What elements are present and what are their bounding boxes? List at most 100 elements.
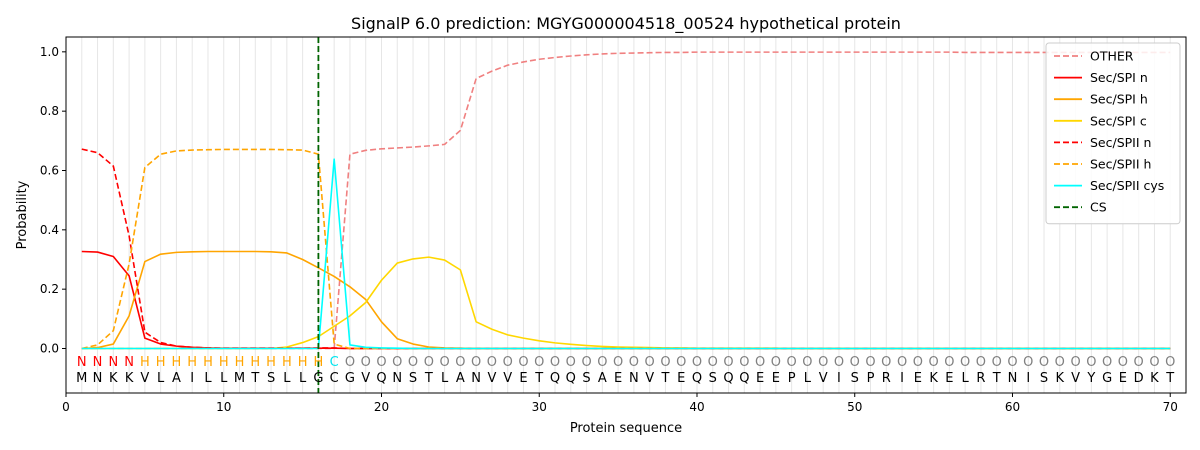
region-label: C bbox=[330, 355, 339, 370]
grid-layer bbox=[81, 37, 1171, 393]
region-label: O bbox=[1086, 355, 1096, 370]
series-line-sec-spi-c bbox=[81, 256, 1171, 350]
region-label: H bbox=[266, 355, 276, 370]
region-label: O bbox=[850, 355, 860, 370]
sequence-letter: S bbox=[1040, 371, 1048, 386]
plot-frame bbox=[65, 36, 1187, 394]
region-label: O bbox=[439, 355, 449, 370]
sequence-letter: L bbox=[283, 371, 291, 386]
sequence-letter: S bbox=[851, 371, 859, 386]
y-tick-label: 0.2 bbox=[40, 282, 59, 296]
region-label: H bbox=[219, 355, 229, 370]
series-line-other bbox=[81, 51, 1171, 350]
sequence-letter: G bbox=[313, 371, 323, 386]
region-label: N bbox=[124, 355, 134, 370]
legend-entry: Sec/SPII n bbox=[1090, 135, 1151, 150]
sequence-letter: C bbox=[330, 371, 339, 386]
sequence-letter: M bbox=[234, 371, 245, 386]
sequence-letter: A bbox=[172, 371, 181, 386]
sequence-letter: V bbox=[361, 371, 370, 386]
sequence-letter: N bbox=[392, 371, 402, 386]
sequence-letter: A bbox=[598, 371, 607, 386]
sequence-letter: E bbox=[614, 371, 622, 386]
region-label: O bbox=[787, 355, 797, 370]
x-tick-label: 10 bbox=[216, 400, 231, 414]
region-label: O bbox=[1102, 355, 1112, 370]
sequence-letter: Q bbox=[723, 371, 733, 386]
y-tick-label: 1.0 bbox=[40, 45, 59, 59]
sequence-letter: T bbox=[1165, 371, 1174, 386]
sequence-letter: T bbox=[250, 371, 259, 386]
sequence-letter: S bbox=[409, 371, 417, 386]
region-label: O bbox=[550, 355, 560, 370]
chart-title: SignalP 6.0 prediction: MGYG000004518_00… bbox=[351, 14, 901, 34]
region-label: O bbox=[534, 355, 544, 370]
x-axis-label: Protein sequence bbox=[570, 421, 682, 436]
sequence-letter: E bbox=[772, 371, 780, 386]
x-tick-label: 30 bbox=[532, 400, 547, 414]
legend-entry: Sec/SPI h bbox=[1090, 92, 1148, 107]
sequence-letter: V bbox=[645, 371, 654, 386]
region-label: O bbox=[518, 355, 528, 370]
sequence-letter: I bbox=[900, 371, 904, 386]
x-tick-label: 0 bbox=[62, 400, 70, 414]
y-axis-label: Probability bbox=[15, 180, 30, 249]
sequence-letter: I bbox=[837, 371, 841, 386]
region-label: O bbox=[345, 355, 355, 370]
axis-layer: 0 10 20 30 40 50 60 70 0.0 0.2 0.4 0.6 0.8 1.0 bbox=[40, 45, 1178, 414]
sequence-letter: V bbox=[487, 371, 496, 386]
x-tick-label: 40 bbox=[689, 400, 704, 414]
sequence-letter: R bbox=[882, 371, 891, 386]
x-tick-label: 60 bbox=[1005, 400, 1020, 414]
region-label: O bbox=[471, 355, 481, 370]
sequence-letter: S bbox=[267, 371, 275, 386]
region-label: O bbox=[660, 355, 670, 370]
series-line-sec-spi-n bbox=[81, 250, 1171, 350]
region-label: O bbox=[581, 355, 591, 370]
sequence-letter: K bbox=[109, 371, 118, 386]
region-label: O bbox=[645, 355, 655, 370]
sequence-letter: K bbox=[1056, 371, 1065, 386]
sequence-letter: A bbox=[456, 371, 465, 386]
region-label: O bbox=[408, 355, 418, 370]
sequence-letter: N bbox=[471, 371, 481, 386]
region-label: O bbox=[1134, 355, 1144, 370]
sequence-letter: L bbox=[441, 371, 449, 386]
y-tick-label: 0.0 bbox=[40, 342, 59, 356]
region-label: O bbox=[1055, 355, 1065, 370]
region-label: O bbox=[865, 355, 875, 370]
sequence-layer: NMNNNKNKHVHLHAHIHLHLHMHTHSHLHLHGCCOGOVOQ… bbox=[76, 355, 1175, 386]
region-label: H bbox=[314, 355, 324, 370]
sequence-letter: L bbox=[962, 371, 970, 386]
region-label: O bbox=[771, 355, 781, 370]
region-label: H bbox=[187, 355, 197, 370]
region-label: O bbox=[424, 355, 434, 370]
sequence-letter: Q bbox=[739, 371, 749, 386]
legend: OTHER Sec/SPI n Sec/SPI h Sec/SPI c Sec/SPII… bbox=[1045, 42, 1181, 225]
sequence-letter: Y bbox=[1086, 371, 1095, 386]
sequence-letter: D bbox=[1134, 371, 1144, 386]
sequence-letter: L bbox=[804, 371, 812, 386]
sequence-letter: K bbox=[929, 371, 938, 386]
region-label: O bbox=[897, 355, 907, 370]
sequence-letter: N bbox=[629, 371, 639, 386]
region-label: H bbox=[282, 355, 292, 370]
region-label: O bbox=[487, 355, 497, 370]
sequence-letter: P bbox=[788, 371, 796, 386]
legend-entry: Sec/SPI c bbox=[1090, 113, 1147, 128]
region-label: O bbox=[976, 355, 986, 370]
region-label: H bbox=[140, 355, 150, 370]
region-label: O bbox=[1039, 355, 1049, 370]
sequence-letter: L bbox=[157, 371, 165, 386]
region-label: O bbox=[1149, 355, 1159, 370]
region-label: N bbox=[93, 355, 103, 370]
region-label: O bbox=[723, 355, 733, 370]
sequence-letter: T bbox=[424, 371, 433, 386]
region-label: H bbox=[235, 355, 245, 370]
sequence-letter: E bbox=[1119, 371, 1127, 386]
sequence-letter: G bbox=[345, 371, 355, 386]
sequence-letter: R bbox=[976, 371, 985, 386]
sequence-letter: Q bbox=[692, 371, 702, 386]
region-label: O bbox=[944, 355, 954, 370]
sequence-letter: Q bbox=[550, 371, 560, 386]
